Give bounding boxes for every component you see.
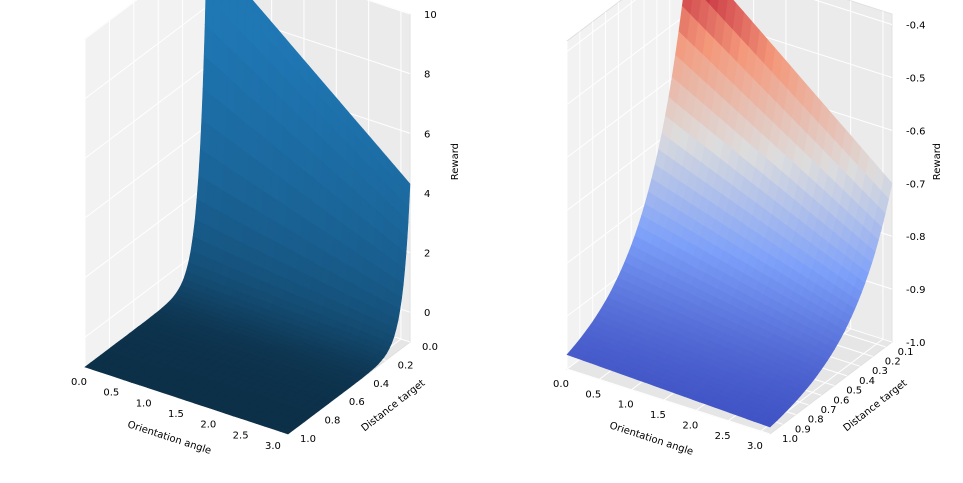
grid-z	[84, 125, 208, 219]
y-tick-label: 0.1	[898, 347, 914, 358]
y-tick-label: 0.7	[821, 405, 837, 416]
z-tick-label: 2	[424, 249, 430, 260]
surface-patch	[201, 87, 212, 127]
surface-right	[566, 0, 893, 428]
z-tick-label: -0.5	[906, 73, 926, 84]
y-tick-label: 1.0	[300, 434, 316, 445]
x-tick-label: 2.0	[200, 420, 216, 431]
z-tick-label: -0.7	[906, 179, 926, 190]
grid-z	[84, 185, 208, 278]
z-tick-label: 10	[424, 10, 437, 21]
y-tick-label: 0.3	[872, 366, 888, 377]
surface-patch	[194, 199, 206, 225]
surface-patch	[210, 62, 221, 102]
z-axis-label: Reward	[450, 143, 461, 180]
z-tick-label: 8	[424, 70, 430, 81]
y-tick-label: 0.4	[859, 376, 875, 387]
grid-z	[813, 0, 893, 26]
y-tick-label: 0.9	[795, 424, 811, 435]
surface-patch	[199, 119, 210, 156]
z-tick-label: 6	[424, 129, 430, 140]
grid-z	[84, 244, 208, 338]
y-tick-label: 1.0	[782, 434, 798, 445]
y-tick-label: 0.6	[349, 397, 365, 408]
x-tick-label: 0.5	[585, 389, 601, 400]
z-tick-label: -0.9	[906, 285, 926, 296]
z-tick-label: 0	[424, 308, 430, 319]
surface-patch	[566, 350, 579, 358]
y-tick-label: 0.6	[833, 395, 849, 406]
y-axis-label: Distance target	[360, 378, 428, 434]
surface-patch	[196, 175, 207, 205]
y-tick-label: 0.2	[885, 357, 901, 368]
grid-z	[566, 12, 690, 105]
grid-z	[365, 0, 411, 15]
surface-left	[84, 0, 411, 435]
x-tick-label: 3.0	[265, 441, 281, 452]
x-tick-label: 0.0	[553, 379, 569, 390]
grid-z	[566, 0, 637, 52]
x-tick-label: 0.5	[103, 388, 119, 399]
grid-z	[84, 6, 208, 100]
y-tick-label: 0.8	[324, 416, 340, 427]
z-tick-label: 4	[424, 189, 430, 200]
surface-patch	[84, 362, 99, 370]
x-tick-label: 0.0	[71, 377, 87, 388]
x-tick-label: 1.5	[650, 410, 666, 421]
x-tick-label: 1.5	[168, 409, 184, 420]
z-axis-label: Reward	[932, 143, 943, 180]
x-tick-label: 2.5	[233, 430, 249, 441]
y-tick-label: 0.0	[422, 342, 438, 353]
y-tick-label: 0.2	[398, 360, 414, 371]
x-tick-label: 2.5	[715, 431, 731, 442]
z-tick-label: -0.4	[906, 21, 926, 32]
x-tick-label: 3.0	[747, 441, 763, 452]
grid-z	[84, 0, 138, 40]
surface-patch	[198, 148, 209, 182]
z-tick-label: -0.8	[906, 232, 926, 243]
x-tick-label: 2.0	[682, 420, 698, 431]
x-tick-label: 1.0	[136, 398, 152, 409]
grid-z	[566, 64, 690, 158]
surface-patch	[202, 55, 213, 96]
y-tick-label: 0.8	[808, 415, 824, 426]
y-tick-label: 0.4	[373, 379, 389, 390]
x-tick-label: 1.0	[618, 400, 634, 411]
y-tick-label: 0.5	[846, 386, 862, 397]
z-tick-label: -1.0	[906, 338, 926, 349]
grid-z	[84, 65, 208, 159]
z-tick-label: -0.6	[906, 126, 926, 137]
grid-y-floor	[566, 368, 771, 435]
